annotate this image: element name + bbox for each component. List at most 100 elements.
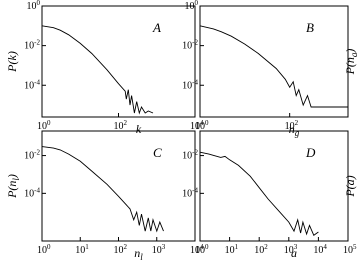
x-label-part: n [289, 122, 295, 136]
tick-label: 100 [37, 119, 51, 132]
tick-label: 10-4 [24, 78, 40, 91]
y-label-part: P(n [5, 181, 19, 199]
tick-exp: 0 [205, 119, 209, 127]
tick-label: 10-4 [182, 186, 198, 199]
y-label: P(ng) [343, 49, 357, 76]
x-label: k [136, 122, 142, 136]
tick-label: 10-2 [24, 39, 40, 52]
tick-exp: 0 [47, 119, 51, 127]
y-label-part: ) [5, 174, 19, 179]
tick-base: 10 [190, 245, 200, 256]
panel-label: C [153, 145, 162, 160]
curve [41, 146, 164, 233]
tick-base: 10 [195, 121, 205, 132]
tick-label: 100 [195, 243, 209, 256]
tick-exp: 1 [85, 243, 89, 251]
tick-base: 10 [182, 151, 192, 162]
tick-label: 102 [114, 119, 128, 132]
tick-exp: 0 [47, 243, 51, 251]
tick-base: 10 [37, 121, 47, 132]
tick-exp: -4 [34, 186, 40, 194]
tick-label: 10-2 [182, 149, 198, 162]
plot-frame [199, 130, 349, 242]
x-label-part: g [295, 128, 300, 138]
tick-base: 10 [182, 41, 192, 52]
y-label-part: P(a) [343, 175, 357, 197]
tick-base: 10 [343, 245, 353, 256]
tick-base: 10 [185, 1, 195, 12]
tick-exp: 2 [124, 119, 128, 127]
tick-label: 100 [27, 0, 41, 12]
tick-base: 10 [27, 1, 37, 12]
curve [41, 25, 154, 115]
tick-exp: 2 [124, 243, 128, 251]
tick-exp: 2 [295, 119, 299, 127]
plot-frame [41, 5, 196, 118]
tick-base: 10 [24, 41, 34, 52]
tick-label: 104 [313, 243, 327, 256]
tick-base: 10 [190, 121, 200, 132]
y-label: P(a) [343, 175, 357, 197]
tick-base: 10 [24, 151, 34, 162]
y-label-part: g [349, 52, 357, 57]
tick-exp: -4 [192, 186, 198, 194]
tick-label: 101 [225, 243, 239, 256]
tick-base: 10 [37, 245, 47, 256]
tick-exp: -2 [34, 149, 40, 157]
y-label-part: P(n [343, 57, 357, 75]
tick-exp: -2 [192, 149, 198, 157]
tick-exp: 0 [37, 0, 41, 7]
x-label: ng [289, 122, 300, 138]
plot-frame [199, 5, 349, 118]
tick-base: 10 [254, 245, 264, 256]
tick-base: 10 [285, 121, 295, 132]
tick-base: 10 [114, 245, 124, 256]
tick-label: 10-4 [24, 186, 40, 199]
curve [199, 151, 319, 236]
tick-base: 10 [284, 245, 294, 256]
tick-base: 10 [225, 245, 235, 256]
tick-exp: 2 [264, 243, 268, 251]
tick-exp: -2 [34, 39, 40, 47]
x-label: nl [134, 246, 143, 260]
tick-exp: -4 [192, 78, 198, 86]
tick-label: 10-4 [182, 78, 198, 91]
tick-label: 105 [343, 243, 357, 256]
x-label: a [291, 246, 297, 260]
tick-base: 10 [24, 80, 34, 91]
tick-label: 101 [75, 243, 89, 256]
tick-label: 102 [114, 243, 128, 256]
tick-exp: 0 [195, 0, 199, 7]
tick-base: 10 [152, 245, 162, 256]
tick-exp: 4 [323, 243, 327, 251]
tick-base: 10 [75, 245, 85, 256]
x-label-part: k [136, 122, 142, 136]
tick-exp: 0 [205, 243, 209, 251]
tick-label: 104 [190, 119, 204, 132]
tick-base: 10 [195, 245, 205, 256]
tick-label: 103 [152, 243, 166, 256]
tick-base: 10 [182, 188, 192, 199]
tick-base: 10 [24, 188, 34, 199]
panel-label: B [306, 20, 314, 35]
tick-base: 10 [114, 121, 124, 132]
tick-label: 103 [284, 243, 298, 256]
tick-label: 102 [285, 119, 299, 132]
x-label-part: l [140, 252, 143, 260]
plot-frame [41, 130, 196, 242]
tick-exp: 4 [200, 119, 204, 127]
tick-exp: -4 [34, 78, 40, 86]
tick-exp: 3 [162, 243, 166, 251]
tick-label: 100 [185, 0, 199, 12]
tick-base: 10 [313, 245, 323, 256]
x-label-part: n [134, 246, 140, 260]
tick-label: 100 [195, 119, 209, 132]
panel-label: D [305, 145, 316, 160]
y-label-part: P(k) [5, 51, 19, 73]
tick-label: 100 [37, 243, 51, 256]
tick-exp: 5 [353, 243, 357, 251]
tick-label: 10-2 [182, 39, 198, 52]
tick-exp: 4 [200, 243, 204, 251]
panel-label: A [152, 20, 161, 35]
